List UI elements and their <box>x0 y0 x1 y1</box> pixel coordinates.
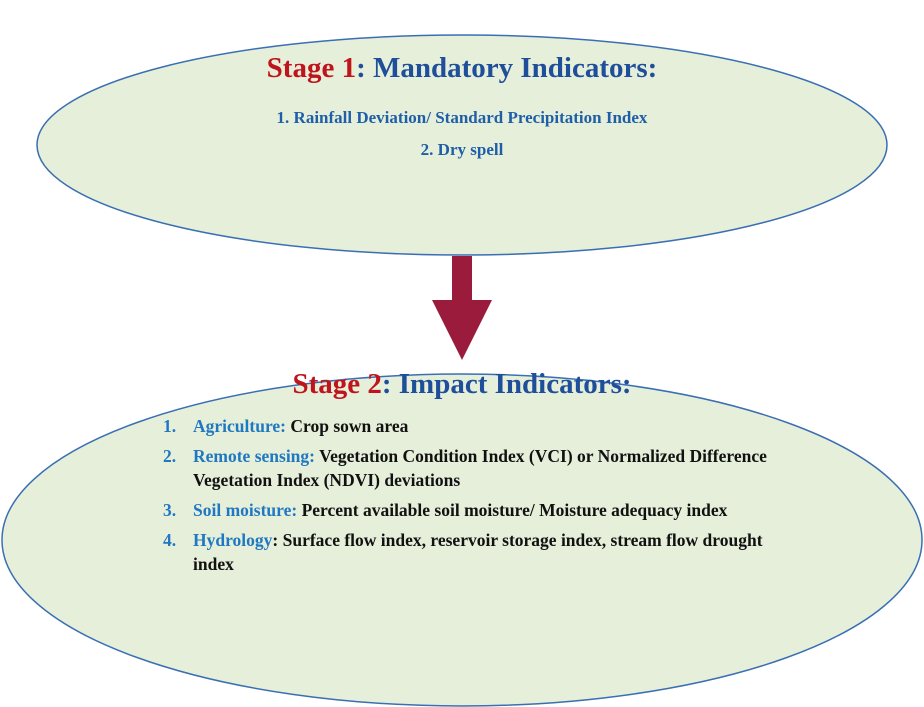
list-item: 4. Hydrology: Surface flow index, reservo… <box>163 528 783 576</box>
stage2-ellipse <box>1 373 923 707</box>
stage1-ellipse <box>36 34 888 256</box>
stage2-heading: Stage 2: Impact Indicators: <box>0 368 924 401</box>
item-number: 3. <box>163 500 177 520</box>
item-number: 2. <box>163 446 177 466</box>
stage1-item: 1. Rainfall Deviation/ Standard Precipit… <box>276 108 648 127</box>
item-category: Hydrology <box>193 530 273 550</box>
item-body: Soil moisture: Percent available soil mo… <box>193 498 727 522</box>
stage1-title: : Mandatory Indicators: <box>356 52 658 84</box>
item-body: Agriculture: Crop sown area <box>193 414 408 438</box>
stage1-label: Stage 1 <box>266 52 357 84</box>
stage1-heading: Stage 1: Mandatory Indicators: <box>0 52 924 85</box>
item-body: Remote sensing: Vegetation Condition Ind… <box>193 444 783 492</box>
stage2-label: Stage 2 <box>292 368 382 400</box>
list-item: 3. Soil moisture: Percent available soil … <box>163 498 783 522</box>
item-category: Agriculture: <box>193 416 286 436</box>
item-body: Hydrology: Surface flow index, reservoir… <box>193 528 783 576</box>
arrow <box>432 256 492 360</box>
item-category: Soil moisture: <box>193 500 298 520</box>
stage1-item: 2. Dry spell <box>420 140 504 159</box>
list-item: 1. Agriculture: Crop sown area <box>163 414 783 438</box>
item-number: 1. <box>163 416 177 436</box>
list-item: 2. Remote sensing: Vegetation Condition I… <box>163 444 783 492</box>
stage2-title: : Impact Indicators: <box>381 368 632 400</box>
item-text: Crop sown area <box>290 416 409 436</box>
item-number: 4. <box>163 530 177 550</box>
stage2-list: 1. Agriculture: Crop sown area 2. Remote se… <box>163 414 783 582</box>
item-text: Vegetation Condition Index (VCI) or Norm… <box>193 446 767 490</box>
item-text: : Surface flow index, reservoir storage … <box>193 530 763 574</box>
item-category: Remote sensing: <box>193 446 315 466</box>
item-text: Percent available soil moisture/ Moistur… <box>301 500 728 520</box>
